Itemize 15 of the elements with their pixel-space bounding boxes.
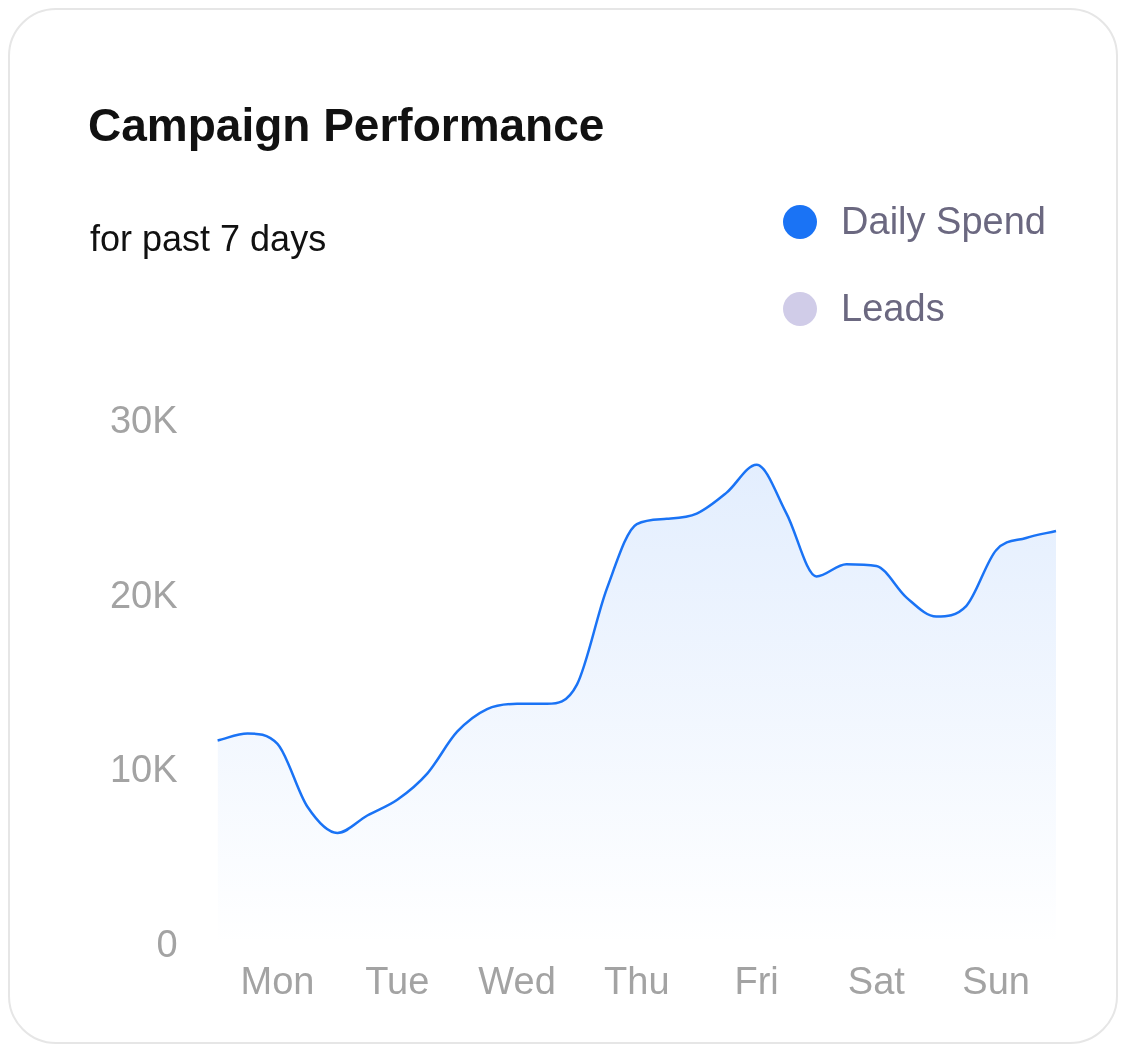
legend-label: Leads	[841, 287, 945, 330]
y-tick-label: 30K	[109, 399, 178, 442]
chart-title: Campaign Performance	[88, 98, 605, 152]
y-tick-label: 10K	[109, 748, 178, 791]
x-tick-label: Sat	[847, 959, 906, 1002]
chart-subtitle: for past 7 days	[90, 218, 327, 260]
x-tick-label: Fri	[734, 959, 779, 1002]
x-tick-label: Mon	[240, 959, 315, 1002]
x-tick-label: Sun	[962, 959, 1030, 1002]
legend-label: Daily Spend	[841, 200, 1046, 243]
y-tick-label: 20K	[109, 573, 178, 616]
x-tick-label: Wed	[478, 959, 556, 1002]
x-tick-label: Tue	[365, 959, 430, 1002]
y-tick-label: 0	[156, 922, 178, 965]
x-tick-label: Thu	[604, 959, 670, 1002]
